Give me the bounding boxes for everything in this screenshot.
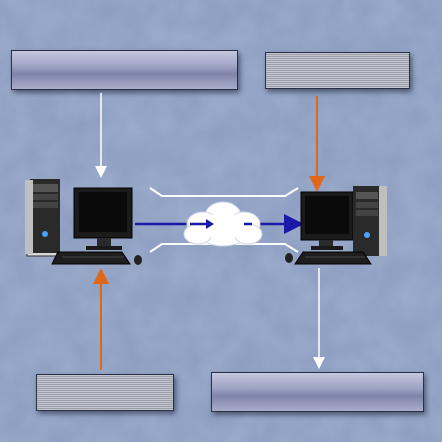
- top-right-label-box: [265, 52, 410, 89]
- cloud-icon: [183, 201, 263, 247]
- desktop-computer-icon: [285, 186, 387, 265]
- top-left-label-box: [11, 50, 238, 90]
- tunnel-top-line: [149, 187, 299, 197]
- bottom-left-label-box: [36, 374, 174, 411]
- bottom-right-label-box: [211, 372, 424, 412]
- desktop-computer-icon: [25, 179, 142, 265]
